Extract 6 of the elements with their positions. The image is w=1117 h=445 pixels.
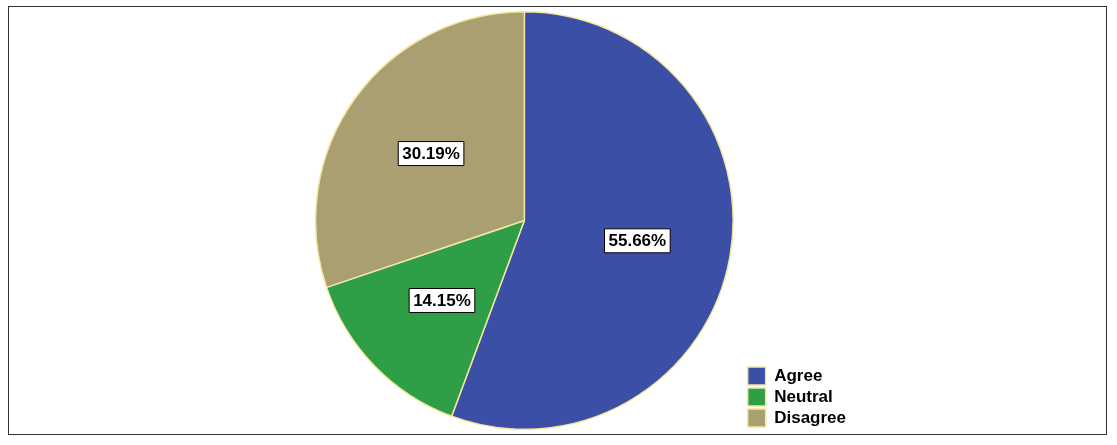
data-label: 14.15% <box>413 291 471 311</box>
legend-label: Agree <box>774 365 823 385</box>
legend-label: Disagree <box>774 407 847 427</box>
data-label: 30.19% <box>402 144 460 164</box>
legend-label: Neutral <box>774 386 833 406</box>
data-label: 55.66% <box>608 231 667 251</box>
